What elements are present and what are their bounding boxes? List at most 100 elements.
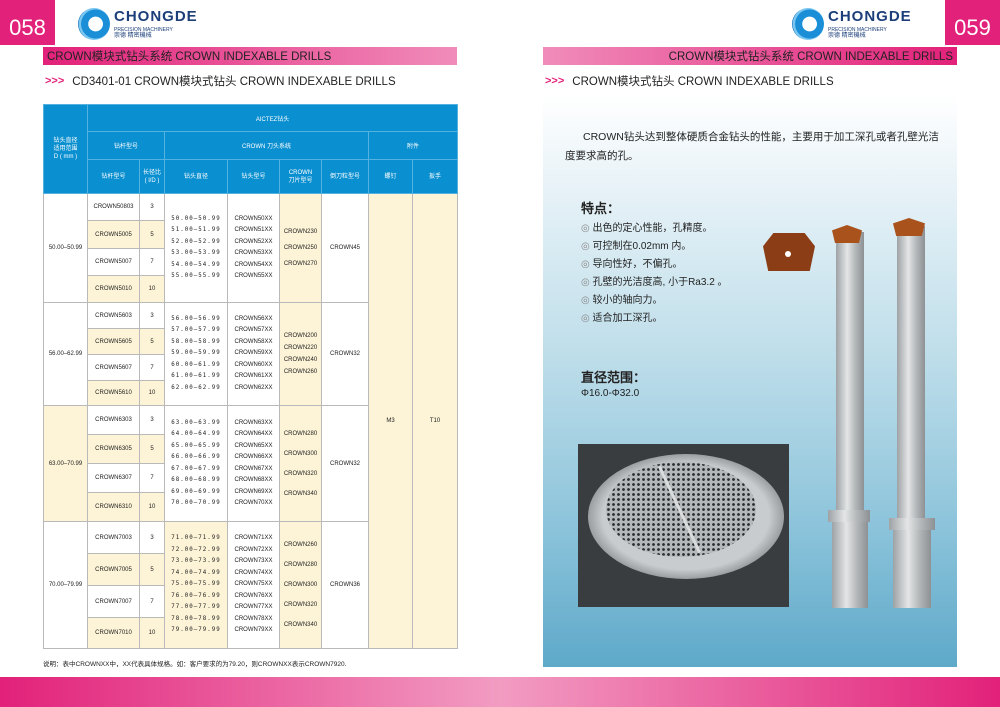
range-cell: 50.00–50.99	[43, 193, 88, 303]
blades-cell-item: CROWN300	[283, 582, 318, 588]
heads-cell-item: CROWN69XX	[234, 488, 273, 495]
table-row: CROWN5607 7	[44, 354, 458, 381]
heads-cell-item: CROWN57XX	[234, 327, 273, 334]
ratio-cell: 3	[139, 193, 165, 221]
diameters-cell-item: 63.00–63.99	[171, 419, 221, 426]
column-header: 钻杆型号	[87, 159, 140, 194]
chevron-icon: >>>	[545, 75, 565, 87]
heads-cell: CROWN50XX CROWN51XX CROWN52XX CROWN53XX CROW…	[227, 193, 280, 303]
blades-cell-item: CROWN250	[283, 245, 318, 251]
feature-item: 较小的轴向力。	[581, 292, 728, 310]
logo-icon	[792, 8, 824, 41]
heads-cell-item: CROWN65XX	[234, 442, 273, 449]
heads-cell-item: CROWN50XX	[234, 215, 273, 222]
range-cell: 63.00–70.99	[43, 405, 88, 522]
ratio-cell: 7	[139, 463, 165, 493]
heads-cell-item: CROWN56XX	[234, 315, 273, 322]
screw-cell: M3	[368, 193, 413, 649]
column-header: 扳手	[411, 159, 459, 194]
table-row: 50.00–50.99 CROWN50803 3 50.00–50.99 51.00–5…	[43, 193, 459, 649]
drill-tip	[893, 218, 925, 236]
rod-model-cell: CROWN5605	[87, 328, 140, 355]
top-header: AICTEZ钻头	[86, 104, 459, 132]
logo-brand: CHONGDE	[114, 8, 198, 25]
feature-item: 孔壁的光洁度高, 小于Ra3.2 。	[581, 274, 728, 292]
heads-cell: CROWN71XX CROWN72XX CROWN73XX CROWN74XX CROW…	[227, 521, 280, 649]
insert-cell: CROWN32	[321, 405, 369, 522]
blades-cell: CROWN230 CROWN250 CROWN270	[279, 193, 322, 303]
ratio-cell: 10	[139, 617, 165, 649]
heads-cell-item: CROWN73XX	[234, 558, 273, 565]
band-title-text: CROWN模块式钻头系统 CROWN INDEXABLE DRILLS	[47, 51, 332, 63]
drill-image	[897, 226, 925, 526]
table-row: CROWN5610 10	[44, 380, 458, 406]
heads-cell-item: CROWN76XX	[234, 592, 273, 599]
group-header: 钻杆型号	[87, 131, 165, 160]
blades-cell-item: CROWN270	[283, 261, 318, 267]
rod-model-cell: CROWN7005	[87, 553, 140, 586]
table-row: 70.00–79.99 CROWN7003 3 71.00–71.99 72.00–72…	[43, 521, 458, 649]
diameters-cell-item: 74.00–74.99	[171, 569, 221, 576]
rod-model-cell: CROWN5603	[87, 302, 140, 329]
drill-tip	[832, 225, 862, 243]
group-header: 附件	[367, 131, 459, 160]
diameters-cell-item: 78.00–78.99	[171, 615, 221, 622]
diameters-cell-item: 51.00–51.99	[171, 227, 221, 233]
rod-model-cell: CROWN6310	[87, 492, 140, 522]
diameters-cell-item: 54.00–54.99	[171, 261, 221, 268]
blades-cell: CROWN200 CROWN220 CROWN240 CROWN260	[279, 302, 322, 406]
diameters-cell: 56.00–56.99 57.00–57.99 58.00–58.99 59.00–5…	[164, 302, 228, 406]
diameters-cell-item: 53.00–53.99	[171, 250, 221, 256]
blades-cell-item: CROWN340	[283, 490, 318, 497]
rod-model-cell: CROWN7003	[87, 521, 140, 554]
ratio-cell: 7	[139, 354, 165, 381]
blades-cell-item: CROWN280	[283, 430, 318, 437]
heads-cell-item: CROWN78XX	[234, 615, 273, 622]
column-header: CROWN 刀片型号	[279, 159, 322, 194]
range-title: 直径范围：	[581, 370, 647, 385]
feature-item: 可控制在0.02mm 内。	[581, 238, 728, 256]
diameters-cell-item: 67.00–67.99	[171, 465, 221, 472]
table-note: 说明：表中CROWNXX中，XX代表具体规格。如：客户要求的为79.20，则CR…	[43, 661, 347, 668]
heads-cell-item: CROWN70XX	[234, 500, 273, 506]
drill-image	[836, 232, 864, 532]
table-row: CROWN7007 7	[44, 585, 458, 618]
table-row: CROWN5007 7	[44, 248, 458, 276]
column-header: 长径比 ( l/D )	[139, 159, 165, 194]
ratio-cell: 5	[139, 328, 165, 355]
logo-cn: 崇德 精密機械	[828, 33, 866, 39]
group-header: CROWN 刀头系统	[164, 131, 369, 160]
features-list: 出色的定心性能，孔精度。可控制在0.02mm 内。导向性好，不偏孔。孔壁的光洁度…	[581, 220, 728, 328]
rod-model-cell: CROWN6303	[87, 405, 140, 435]
rod-model-cell: CROWN7010	[87, 617, 140, 649]
blades-cell-item: CROWN340	[283, 622, 318, 628]
logo-subtitle: PRECISION MACHINERY	[114, 26, 173, 33]
heads-cell-item: CROWN72XX	[234, 546, 273, 553]
band-title: CROWN模块式钻头系统 CROWN INDEXABLE DRILLS	[543, 47, 957, 65]
diameters-cell-item: 58.00–58.99	[171, 338, 221, 345]
insert-cell: CROWN36	[321, 521, 369, 649]
section-title-text: CD3401-01 CROWN模块式钻头 CROWN INDEXABLE DRI…	[72, 76, 396, 88]
heads-cell-item: CROWN53XX	[234, 250, 273, 256]
ratio-cell: 7	[139, 248, 165, 276]
feature-item: 出色的定心性能，孔精度。	[581, 220, 728, 238]
blades-cell-item: CROWN200	[283, 333, 318, 339]
diameters-cell-item: 64.00–64.99	[171, 431, 221, 437]
page-number: 059	[945, 0, 1000, 45]
rod-model-cell: CROWN5607	[87, 354, 140, 381]
feature-item: 适合加工深孔。	[581, 310, 728, 328]
blades-cell-item: CROWN240	[283, 357, 318, 363]
logo-subtitle: PRECISION MACHINERY	[828, 26, 887, 33]
table-row: CROWN7010 10	[44, 617, 458, 649]
blades-cell-item: CROWN260	[283, 369, 318, 375]
rod-model-cell: CROWN5007	[87, 248, 140, 276]
rod-model-cell: CROWN5610	[87, 380, 140, 406]
diameters-cell-item: 60.00–61.99	[171, 361, 221, 368]
table-row: CROWN5005 5	[44, 220, 458, 249]
heads-cell-item: CROWN64XX	[234, 431, 273, 437]
insert-cell: CROWN32	[321, 302, 369, 406]
tubesheet-photo	[578, 444, 789, 607]
insert-image	[763, 233, 815, 271]
heads-cell-item: CROWN68XX	[234, 477, 273, 483]
blades-cell-item: CROWN320	[283, 470, 318, 477]
